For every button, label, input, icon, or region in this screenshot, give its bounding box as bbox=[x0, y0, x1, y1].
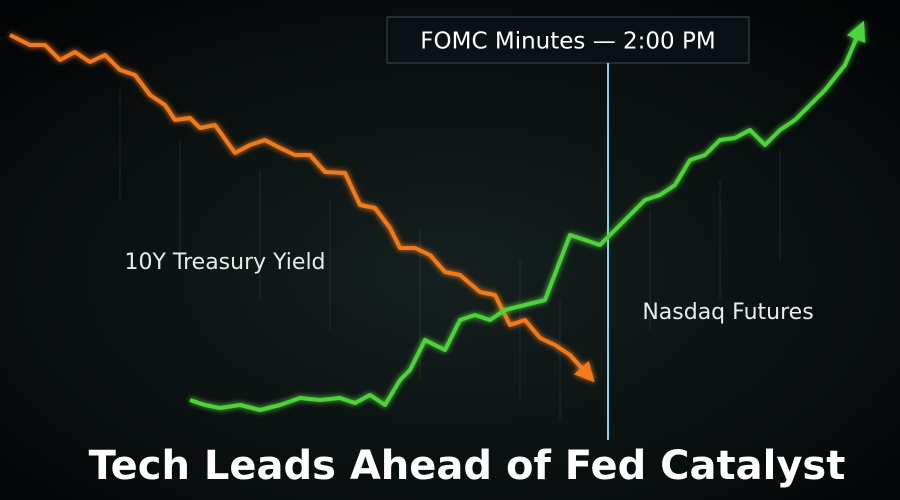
event-box bbox=[386, 16, 750, 64]
chart-title: Tech Leads Ahead of Fed Catalyst bbox=[89, 443, 846, 489]
series-label: Nasdaq Futures bbox=[642, 300, 813, 325]
decor-candles bbox=[119, 90, 781, 420]
series-line bbox=[189, 20, 866, 412]
event-label: FOMC Minutes — 2:00 PM bbox=[420, 29, 715, 55]
series-label: 10Y Treasury Yield bbox=[124, 250, 325, 275]
series-line bbox=[9, 33, 595, 383]
